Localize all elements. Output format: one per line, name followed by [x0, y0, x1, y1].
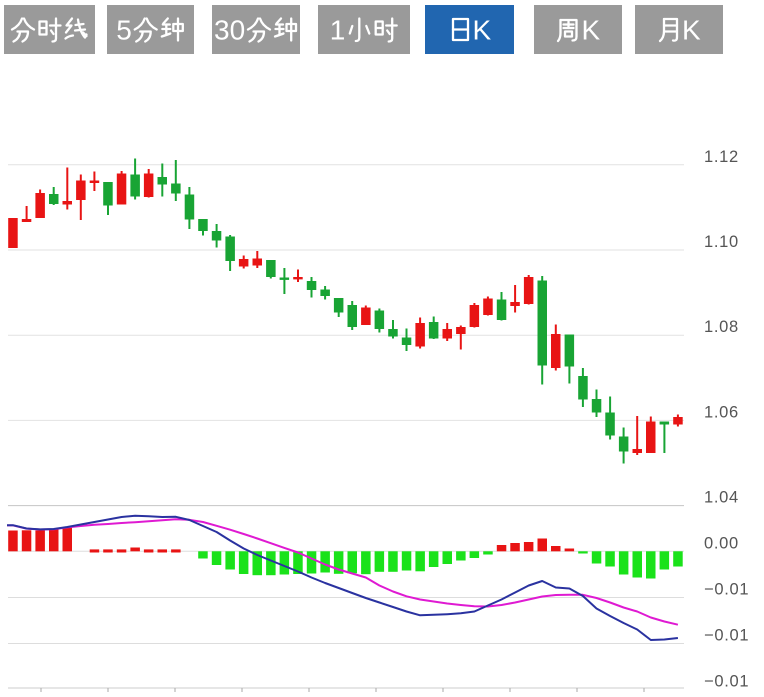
svg-text:1.04: 1.04: [704, 489, 739, 507]
svg-text:1: 1: [330, 15, 346, 46]
svg-text:−0.01: −0.01: [704, 673, 749, 691]
svg-text:1.10: 1.10: [704, 233, 739, 251]
svg-text:K: K: [473, 15, 492, 46]
svg-text:−0.01: −0.01: [704, 581, 749, 599]
svg-text:−0.01: −0.01: [704, 627, 749, 645]
svg-text:K: K: [682, 15, 701, 46]
svg-text:1.06: 1.06: [704, 403, 739, 421]
svg-text:1.08: 1.08: [704, 318, 739, 336]
svg-text:5: 5: [116, 15, 132, 46]
svg-text:1.12: 1.12: [704, 148, 739, 166]
svg-text:0.00: 0.00: [704, 534, 739, 552]
svg-text:K: K: [582, 15, 601, 46]
svg-text:30: 30: [214, 15, 245, 46]
